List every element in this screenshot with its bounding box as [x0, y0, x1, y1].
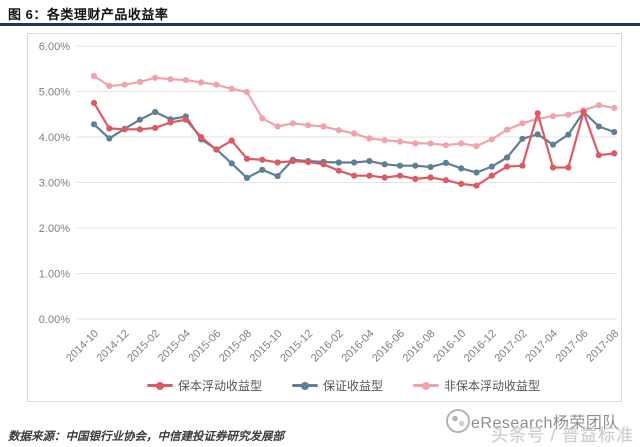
chart-legend: 保本浮动收益型 保证收益型 非保本浮动收益型 [28, 377, 621, 394]
legend-item-guaranteed: 保证收益型 [291, 377, 383, 394]
blue-series-marker-icon [291, 381, 318, 390]
legend-label: 保本浮动收益型 [177, 379, 262, 393]
svg-text:2017-08: 2017-08 [584, 328, 619, 365]
svg-text:2017-06: 2017-06 [554, 328, 591, 365]
svg-text:2016-06: 2016-06 [370, 328, 407, 365]
svg-text:0.00%: 0.00% [39, 314, 70, 326]
svg-text:2.00%: 2.00% [39, 223, 70, 235]
logo-circle-icon [446, 409, 470, 433]
legend-label: 非保本浮动收益型 [444, 379, 541, 393]
legend-label: 保证收益型 [322, 379, 383, 393]
figure-title: 图 6：各类理财产品收益率 [8, 7, 169, 22]
svg-text:2016-10: 2016-10 [431, 328, 468, 365]
chart-panel: 6.00% 5.00% 4.00% 3.00% 2.00% 1.00% 0.00% 2014-… [27, 33, 622, 402]
svg-text:2017-04: 2017-04 [523, 328, 560, 365]
legend-item-non-baoben: 非保本浮动收益型 [413, 377, 540, 394]
svg-text:2014-12: 2014-12 [95, 328, 132, 365]
yield-line-chart: 6.00% 5.00% 4.00% 3.00% 2.00% 1.00% 0.00% 2014-… [39, 41, 619, 365]
data-source-note: 数据来源：中国银行业协会，中信建投证券研究发展部 [8, 431, 284, 443]
svg-text:2015-10: 2015-10 [248, 328, 285, 365]
svg-text:2015-12: 2015-12 [278, 328, 315, 365]
watermark-channel: 头条号 / 普益标准 [491, 426, 635, 445]
legend-item-baoben-floating: 保本浮动收益型 [146, 377, 262, 394]
svg-text:2016-12: 2016-12 [462, 328, 499, 365]
svg-text:2015-08: 2015-08 [217, 328, 254, 365]
svg-text:2016-04: 2016-04 [339, 328, 376, 365]
svg-text:2015-02: 2015-02 [125, 328, 162, 365]
svg-text:2016-08: 2016-08 [401, 328, 438, 365]
svg-text:3.00%: 3.00% [39, 178, 70, 190]
svg-text:2014-10: 2014-10 [64, 328, 101, 365]
svg-text:2015-04: 2015-04 [156, 328, 193, 365]
svg-text:2015-06: 2015-06 [186, 328, 223, 365]
svg-text:4.00%: 4.00% [39, 132, 70, 144]
watermark-team: eResearch杨荣团队 [471, 415, 619, 432]
red-series-marker-icon [146, 381, 173, 390]
svg-text:6.00%: 6.00% [39, 41, 70, 53]
title-underline-rule [0, 23, 640, 26]
svg-text:2017-02: 2017-02 [492, 328, 529, 365]
svg-text:1.00%: 1.00% [39, 269, 70, 281]
svg-text:5.00%: 5.00% [39, 87, 70, 99]
svg-text:2016-02: 2016-02 [309, 328, 346, 365]
pink-series-marker-icon [413, 381, 439, 390]
